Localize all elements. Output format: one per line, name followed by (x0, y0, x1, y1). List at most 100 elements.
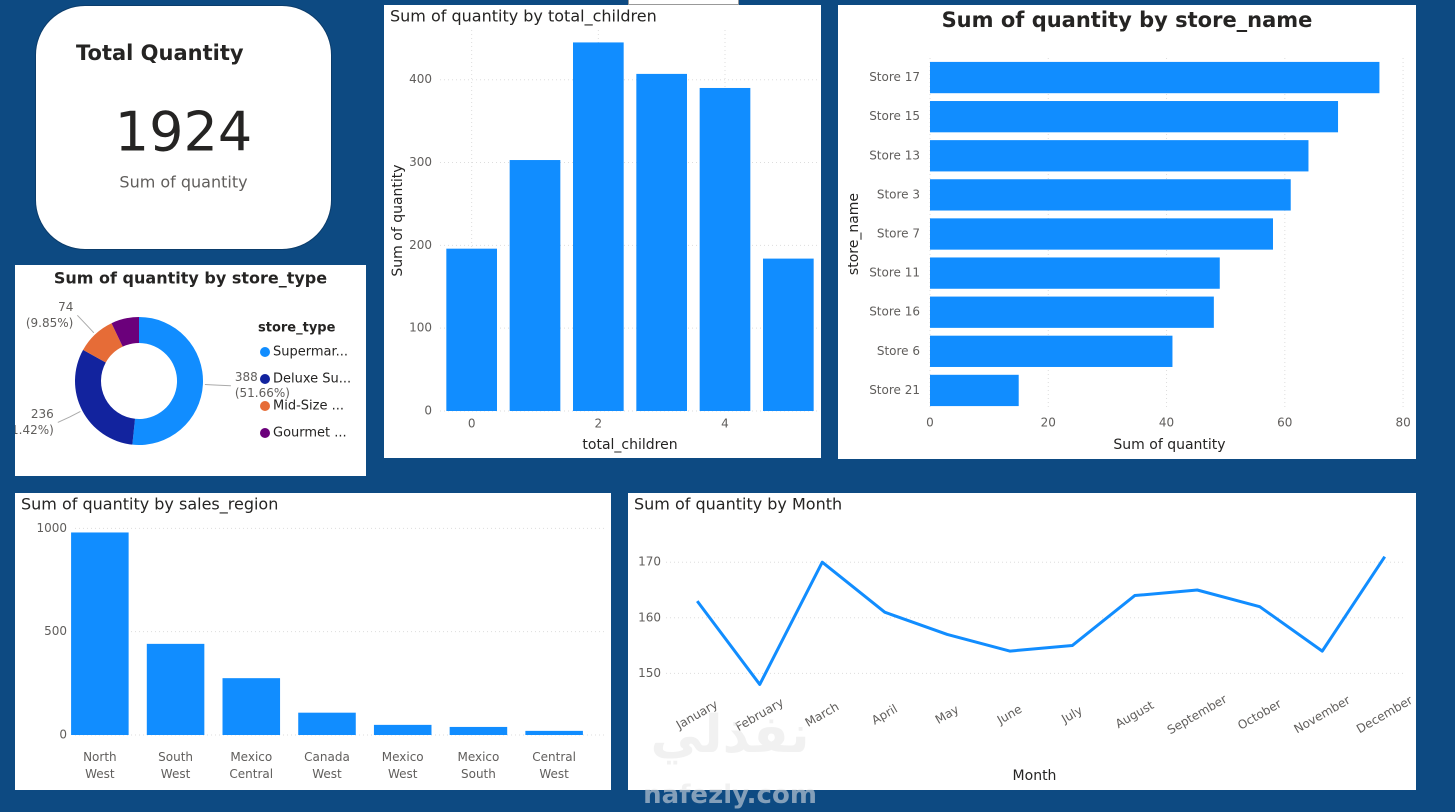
x-tick-label-box: Mexico South (457, 750, 500, 781)
donut-slice (132, 317, 204, 445)
x-tick-label: 80 (1395, 416, 1410, 430)
data-label: 74 (58, 300, 73, 314)
card-title: Total Quantity (76, 41, 244, 65)
legend-label: Supermar... (273, 345, 348, 360)
x-tick-label: 20 (1041, 416, 1056, 430)
y-tick-label: Store 16 (869, 305, 920, 319)
y-tick-label: Store 21 (869, 383, 920, 397)
x-tick-label: Mexico West (381, 750, 424, 781)
chart: Sum of quantity by total_children 0 100 200… (390, 7, 820, 453)
x-tick-label: 0 (468, 417, 476, 431)
y-tick-label: 170 (638, 555, 661, 569)
x-axis-label: Month (1013, 768, 1057, 784)
x-tick-label-box: Mexico Central (229, 750, 274, 781)
bar (146, 643, 205, 735)
bar (525, 730, 583, 735)
card-value: 1924 (115, 101, 252, 164)
bar (71, 532, 129, 735)
y-tick-label: Store 7 (877, 227, 920, 241)
y-tick-label: 200 (409, 238, 432, 252)
y-tick-label: 500 (44, 624, 67, 638)
x-tick-label: 2 (595, 417, 603, 431)
leader-line (57, 410, 81, 423)
x-tick-label-box: Canada West (304, 750, 350, 781)
bar (930, 335, 1173, 367)
y-tick-label: 150 (638, 666, 661, 680)
bar (930, 218, 1273, 250)
line (696, 555, 1387, 686)
x-tick-label: June (994, 702, 1025, 728)
legend-label: Gourmet ... (273, 426, 347, 441)
x-tick-label: April (869, 702, 900, 728)
y-tick-label: Store 15 (869, 109, 920, 123)
y-tick-label: 100 (409, 321, 432, 335)
chart-panel: Sum of quantity by store_name 0 20 40 60 80 St… (838, 5, 1416, 459)
bar (763, 258, 814, 411)
leader-line (76, 314, 95, 334)
x-tick-label: Mexico South (457, 750, 500, 781)
y-tick-label: 160 (638, 610, 661, 624)
x-axis-label: total_children (582, 437, 677, 453)
chart: Sum of quantity by sales_region 0 500 1000 N… (21, 495, 605, 781)
bar (930, 140, 1309, 172)
x-tick-label: 40 (1159, 416, 1174, 430)
y-axis-label: store_name (846, 193, 862, 275)
legend-label: Deluxe Su... (273, 372, 351, 387)
data-label: 236 (31, 407, 54, 421)
x-tick-label: May (933, 702, 961, 727)
top-tab (628, 0, 739, 5)
y-tick-label: 400 (409, 72, 432, 86)
watermark-latin: nafezly.com (643, 780, 817, 810)
legend-label: Mid-Size ... (273, 399, 344, 414)
legend-marker (260, 401, 270, 411)
chart-panel: Sum of quantity by store_type 388 (51.66%)… (15, 265, 366, 476)
legend-marker (260, 347, 270, 357)
x-tick-label: Canada West (304, 750, 350, 781)
chart-panel: Sum of quantity by total_children 0 100 200… (384, 5, 821, 458)
chart-title: Sum of quantity by store_type (54, 269, 327, 288)
x-tick-label: Mexico Central (229, 750, 274, 781)
x-axis-label: Sum of quantity (1113, 437, 1225, 453)
legend-marker (260, 374, 270, 384)
y-tick-label: 0 (424, 404, 432, 418)
x-tick-label: Central West (532, 750, 576, 781)
x-tick-label-box: Central West (532, 750, 576, 781)
leader-line (204, 383, 231, 387)
x-tick-label: August (1113, 698, 1157, 731)
bar (930, 101, 1339, 133)
x-tick-label: South West (158, 750, 193, 781)
card-label: Sum of quantity (119, 173, 247, 192)
chart: Sum of quantity by Month150160170January… (634, 495, 1415, 785)
chart: Sum of quantity by store_type 388 (51.66%)… (15, 269, 351, 445)
chart-panel: Sum of quantity by Month 150 160 170 January… (628, 493, 1416, 790)
y-tick-label: Store 17 (869, 70, 920, 84)
watermark-arabic: نفذلي (650, 705, 810, 765)
data-label: (51.66%) (235, 386, 290, 400)
chart: Sum of quantity by store_name 0 20 40 60 80 St… (846, 8, 1411, 453)
x-tick-label-box: Mexico West (381, 750, 424, 781)
chart-title: Sum of quantity by sales_region (21, 495, 278, 515)
x-tick-label: July (1058, 703, 1085, 726)
chart-title: Sum of quantity by total_children (390, 7, 657, 27)
x-tick-label: 0 (926, 416, 934, 430)
chart-panel: Total Quantity 1924 Sum of quantity (35, 5, 332, 250)
legend-title: store_type (258, 321, 336, 336)
chart: Total Quantity 1924 Sum of quantity (76, 41, 252, 192)
y-tick-label: Store 13 (869, 148, 920, 162)
chart-panel: Sum of quantity by sales_region 0 500 1000 N… (15, 493, 611, 790)
x-tick-label: North West (83, 750, 117, 781)
y-tick-label: Store 3 (877, 187, 920, 201)
x-tick-label-box: South West (158, 750, 193, 781)
data-label: 388 (235, 370, 258, 384)
bar (509, 160, 561, 411)
x-tick-label: October (1235, 696, 1284, 732)
x-tick-label: December (1354, 693, 1415, 736)
x-tick-label: 4 (721, 417, 729, 431)
y-tick-label: 300 (409, 155, 432, 169)
x-tick-label-box: North West (83, 750, 117, 781)
y-axis-label: Sum of quantity (390, 164, 406, 276)
donut-slice (111, 317, 139, 347)
bar (449, 726, 508, 735)
data-label: (31.42%) (15, 423, 54, 437)
